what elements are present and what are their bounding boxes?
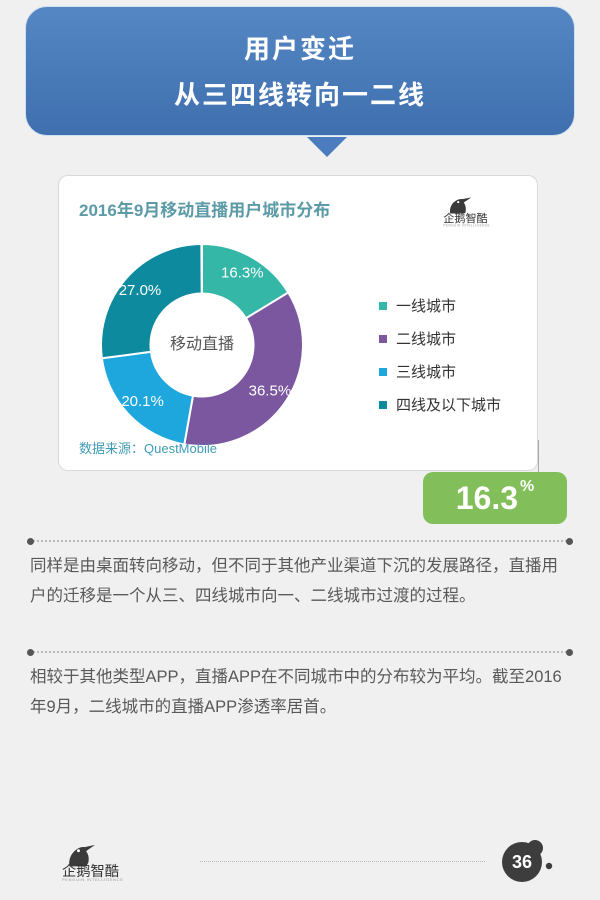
svg-text:PENGUIN INTELLIGENCE: PENGUIN INTELLIGENCE <box>62 877 124 882</box>
svg-text:16.3%: 16.3% <box>221 264 264 281</box>
svg-text:企鹅智酷: 企鹅智酷 <box>443 211 487 225</box>
svg-text:27.0%: 27.0% <box>119 282 162 299</box>
svg-text:36.5%: 36.5% <box>249 382 292 399</box>
svg-text:20.1%: 20.1% <box>121 393 164 410</box>
svg-text:36: 36 <box>512 852 532 872</box>
svg-text:移动直播: 移动直播 <box>170 335 234 353</box>
svg-text:PENGUIN INTELLIGENCE: PENGUIN INTELLIGENCE <box>443 224 490 228</box>
